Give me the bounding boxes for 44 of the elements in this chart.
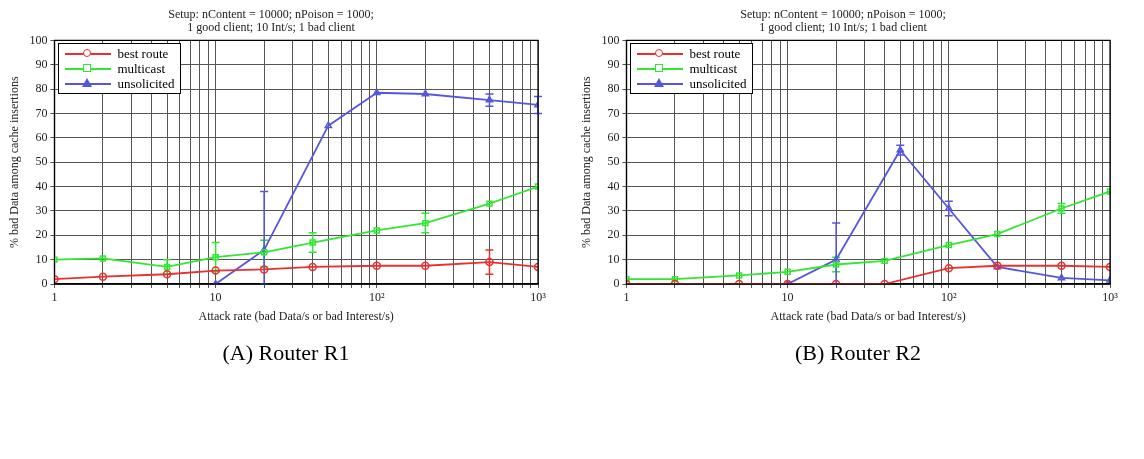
- chart-title: Setup: nContent = 10000; nPoison = 1000; 1 good client; 10 Int/s; 1 bad client: [168, 6, 374, 34]
- y-tick-label: 20: [35, 227, 48, 242]
- legend-label: best route: [117, 45, 169, 62]
- legend-label: unsolicited: [117, 75, 175, 92]
- y-tick-label: 70: [35, 105, 48, 120]
- y-tick-label: 90: [35, 56, 48, 71]
- y-tick-label: 50: [35, 154, 48, 169]
- x-tick-label: 10²: [941, 290, 957, 305]
- x-tick-label: 10²: [369, 290, 385, 305]
- y-tick-label: 60: [35, 130, 48, 144]
- y-tick-label: 60: [607, 130, 620, 144]
- chart-title: Setup: nContent = 10000; nPoison = 1000; 1 good client; 10 Int/s; 1 bad client: [740, 6, 946, 34]
- text: (B) Router R2: [794, 340, 922, 366]
- y-tick-label: 30: [35, 203, 48, 218]
- legend-label: best route: [689, 45, 741, 62]
- y-tick-label: 100: [29, 32, 48, 47]
- x-tick-label: 10³: [1102, 290, 1119, 305]
- legend-label: multicast: [689, 60, 738, 77]
- y-tick-label: 80: [35, 81, 48, 96]
- x-tick-label: 1: [51, 290, 58, 305]
- x-tick-label: 10³: [530, 290, 547, 305]
- y-tick-label: 20: [607, 227, 620, 242]
- x-axis-title: Attack rate (bad Data/s or bad Interest/s): [198, 308, 394, 323]
- x-axis-title: Attack rate (bad Data/s or bad Interest/s): [770, 308, 966, 323]
- legend-label: unsolicited: [689, 75, 747, 92]
- y-tick-label: 50: [607, 154, 620, 169]
- y-tick-label: 40: [35, 178, 48, 193]
- y-tick-label: 40: [607, 178, 620, 193]
- y-tick-label: 10: [35, 251, 48, 266]
- y-tick-label: 80: [607, 81, 620, 96]
- text: (A) Router R1: [221, 340, 351, 366]
- y-tick-label: 10: [607, 251, 620, 266]
- y-tick-label: 100: [601, 32, 620, 47]
- y-tick-label: 30: [607, 203, 620, 218]
- y-tick-label: 0: [613, 276, 620, 291]
- y-tick-label: 70: [607, 105, 620, 120]
- legend-label: multicast: [117, 60, 166, 77]
- x-tick-label: 10: [209, 290, 222, 305]
- y-axis-title: % bad Data among cache insertions: [579, 76, 594, 248]
- y-tick-label: 90: [607, 56, 620, 71]
- y-tick-label: 0: [41, 276, 48, 291]
- x-tick-label: 1: [623, 290, 630, 305]
- x-tick-label: 10: [781, 290, 794, 305]
- y-axis-title: % bad Data among cache insertions: [7, 76, 22, 248]
